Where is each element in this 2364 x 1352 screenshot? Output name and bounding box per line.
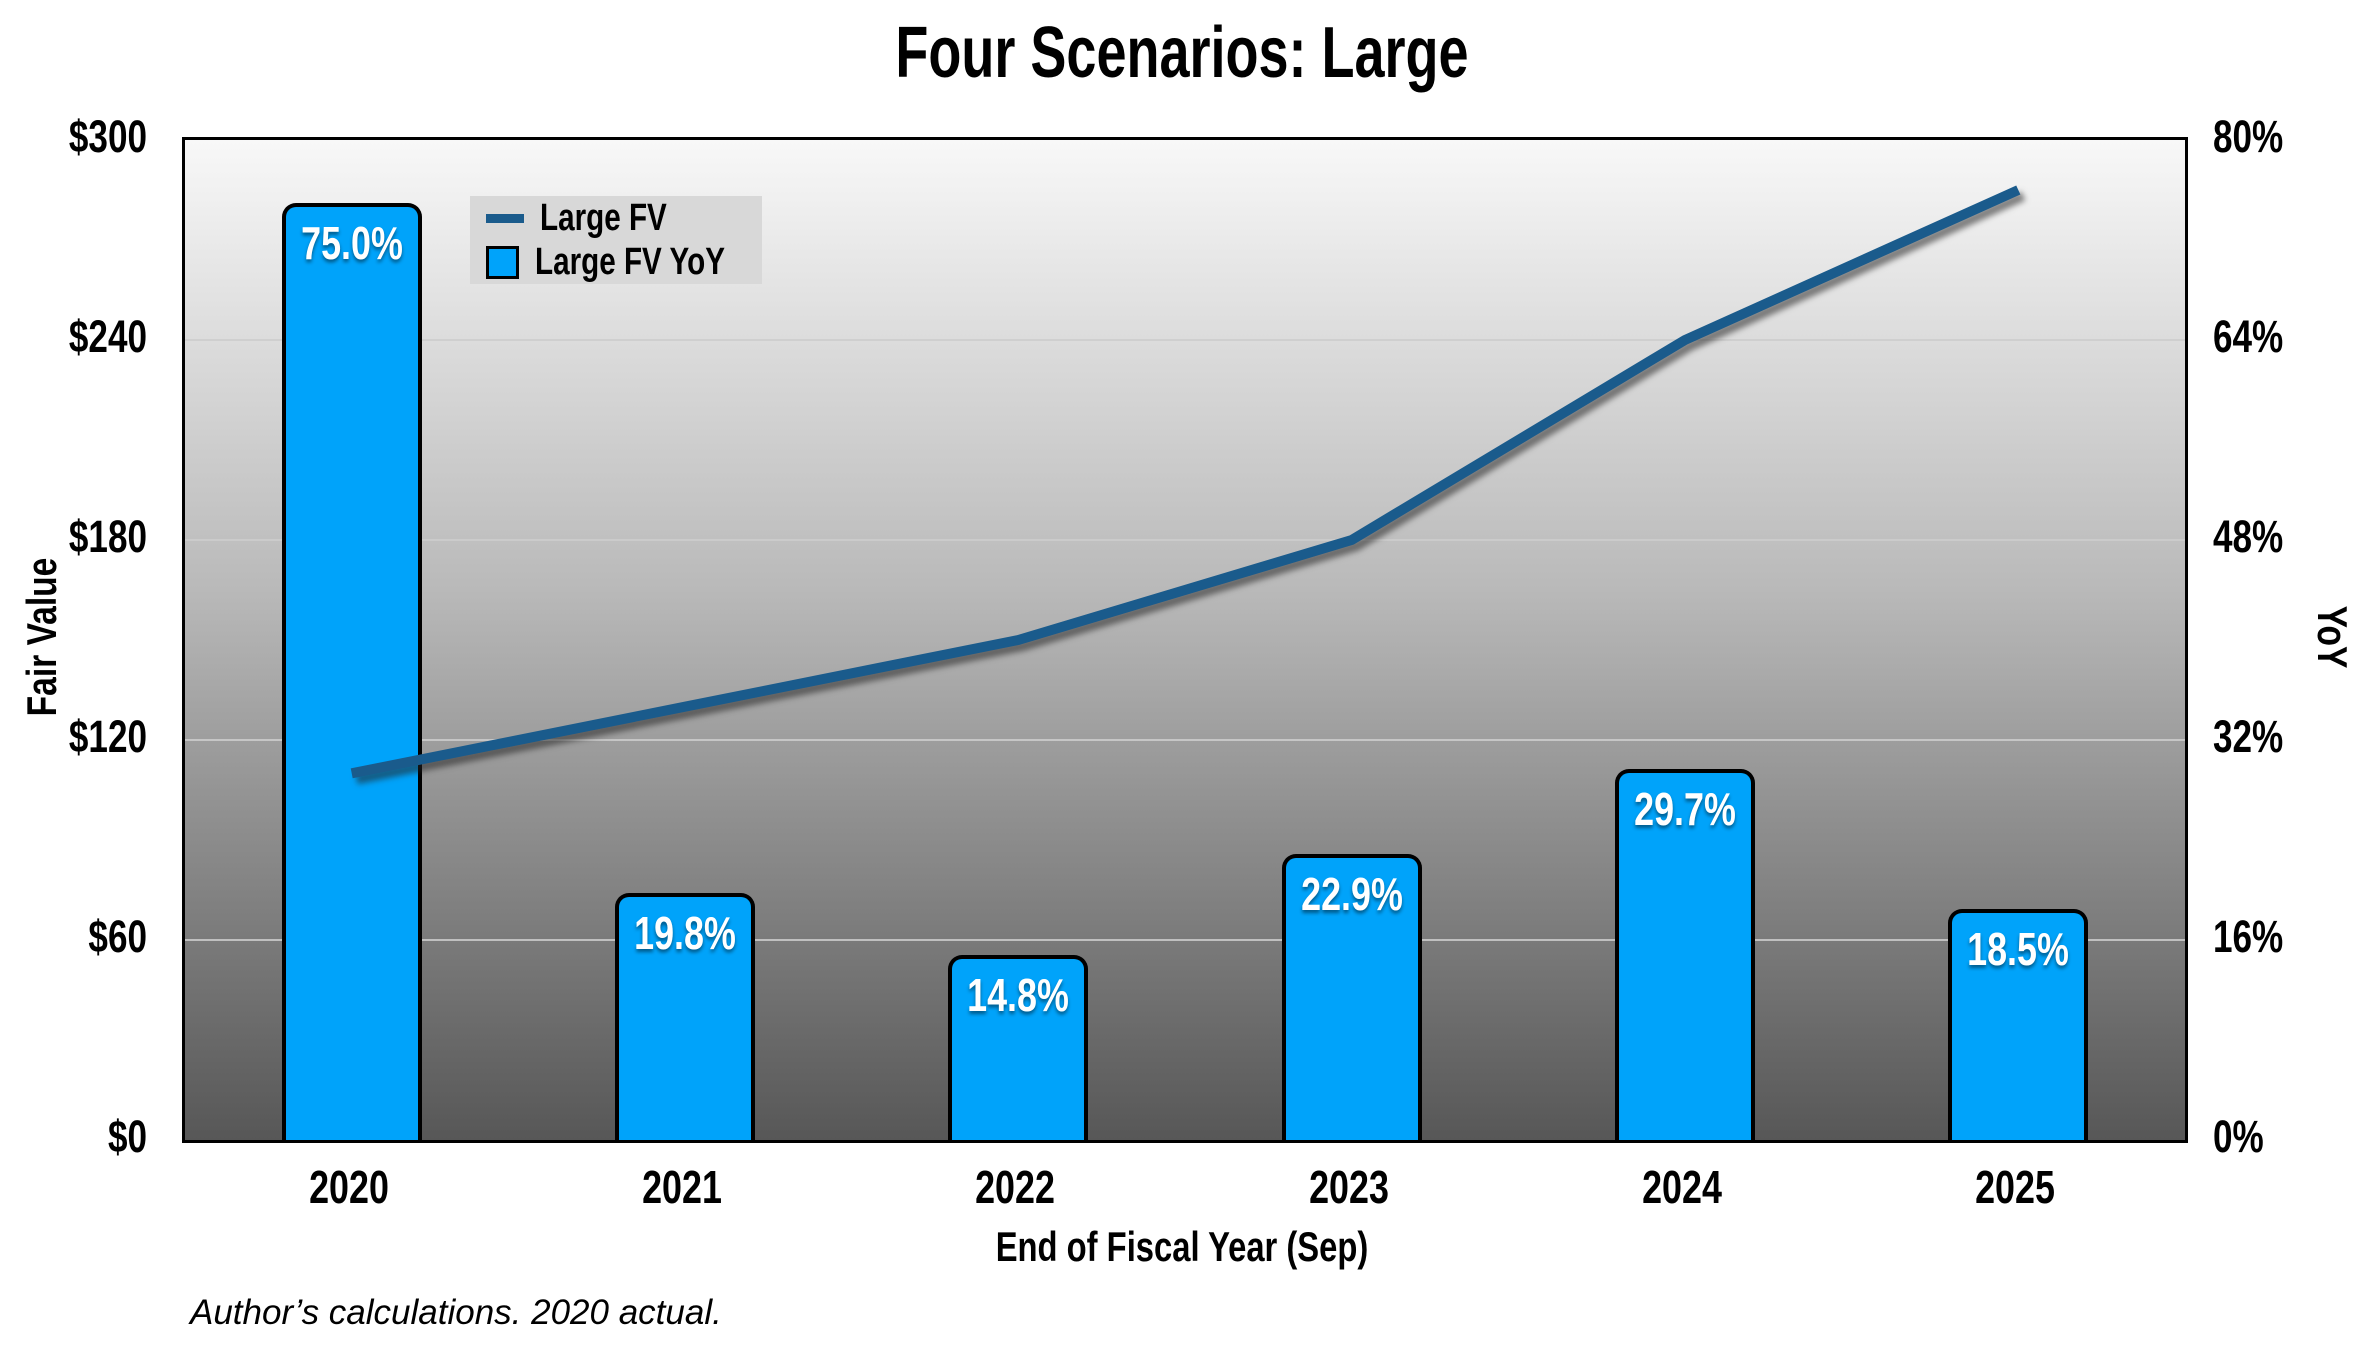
y-tick-right: 64% bbox=[2213, 311, 2284, 362]
plot-area: 75.0% 19.8% 14.8% 22.9% 29.7% 18.5% Large FV … bbox=[182, 137, 2188, 1143]
y-tick-left: $0 bbox=[107, 1111, 147, 1162]
bar-value-label: 19.8% bbox=[634, 906, 736, 959]
bar-value-label: 14.8% bbox=[967, 969, 1070, 1021]
legend: Large FV Large FV YoY bbox=[470, 196, 762, 284]
y-tick-right: 48% bbox=[2213, 511, 2284, 562]
x-tick-2023: 2023 bbox=[1308, 1161, 1389, 1213]
y-tick-left: $60 bbox=[88, 911, 147, 962]
y-axis-left-title: Fair Value bbox=[18, 557, 65, 717]
line-swatch-icon bbox=[486, 213, 524, 223]
legend-label-line: Large FV bbox=[540, 197, 667, 239]
x-tick-2020: 2020 bbox=[308, 1161, 389, 1213]
y-tick-right: 32% bbox=[2213, 711, 2284, 762]
chart-title: Four Scenarios: Large bbox=[895, 13, 1469, 93]
legend-row-bar: Large FV YoY bbox=[486, 242, 762, 282]
y-tick-left: $180 bbox=[68, 511, 147, 562]
bar-2020 bbox=[281, 202, 422, 1140]
y-tick-left: $120 bbox=[68, 711, 147, 762]
gridline bbox=[185, 939, 2185, 941]
x-tick-2024: 2024 bbox=[1642, 1161, 1722, 1213]
y-tick-left: $240 bbox=[68, 311, 147, 362]
bar-value-label: 22.9% bbox=[1300, 867, 1403, 920]
y-tick-right: 0% bbox=[2213, 1111, 2264, 1162]
bar-swatch-icon bbox=[486, 245, 519, 279]
y-tick-right: 80% bbox=[2213, 111, 2284, 162]
bar-2024 bbox=[1615, 768, 1755, 1140]
y-tick-left: $300 bbox=[68, 111, 147, 162]
legend-row-line: Large FV bbox=[486, 198, 762, 238]
gridline bbox=[185, 539, 2185, 541]
gridline bbox=[185, 339, 2185, 341]
x-tick-2022: 2022 bbox=[975, 1161, 1056, 1213]
fv-line bbox=[350, 185, 2021, 779]
bar-value-label: 18.5% bbox=[1967, 922, 2070, 975]
x-axis-title: End of Fiscal Year (Sep) bbox=[995, 1223, 1369, 1270]
y-tick-right: 16% bbox=[2213, 911, 2284, 962]
x-tick-2021: 2021 bbox=[642, 1161, 722, 1213]
bar-value-label: 75.0% bbox=[300, 216, 403, 269]
gridline bbox=[185, 739, 2185, 741]
bar-2021 bbox=[615, 892, 755, 1140]
bar-2025 bbox=[1948, 908, 2089, 1140]
bar-2023 bbox=[1281, 853, 1422, 1140]
fv-line-series bbox=[350, 185, 2021, 779]
footnote: Author’s calculations. 2020 actual. bbox=[190, 1293, 722, 1332]
legend-label-bar: Large FV YoY bbox=[535, 241, 725, 283]
y-axis-right-title: YoY bbox=[2309, 605, 2356, 669]
x-tick-2025: 2025 bbox=[1975, 1161, 2056, 1213]
bar-2022 bbox=[948, 955, 1089, 1140]
bar-value-label: 29.7% bbox=[1634, 782, 1736, 835]
